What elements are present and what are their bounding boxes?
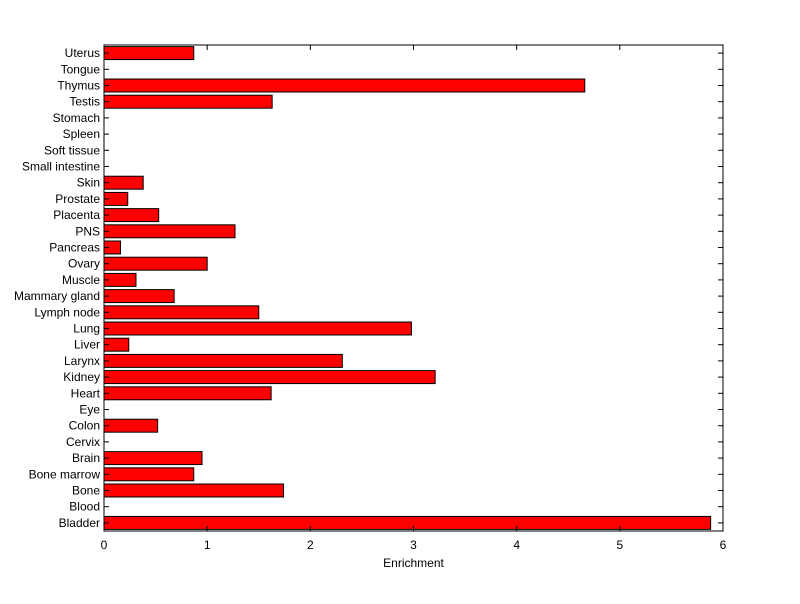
bar-mammary-gland: [103, 289, 175, 304]
bar-skin: [103, 175, 144, 190]
y-tick-label: Larynx: [64, 354, 100, 368]
y-tick-label: Brain: [72, 451, 100, 465]
y-tick-label: Tongue: [61, 62, 101, 76]
y-tick-label: Soft tissue: [44, 143, 100, 157]
y-tick-label: Skin: [77, 176, 100, 190]
bar-larynx: [103, 353, 343, 368]
y-tick-label: PNS: [75, 224, 100, 238]
y-tick-label: Bone: [72, 484, 100, 498]
y-tick-label: Ovary: [68, 257, 100, 271]
x-tick-label: 0: [101, 538, 108, 552]
y-tick-label: Stomach: [53, 111, 100, 125]
bar-pns: [103, 224, 236, 239]
y-tick-label: Lung: [73, 322, 100, 336]
bar-bone-marrow: [103, 467, 195, 482]
bar-lymph-node: [103, 305, 260, 320]
bar-brain: [103, 451, 203, 466]
y-tick-label: Prostate: [55, 192, 100, 206]
plot-frame: [103, 44, 724, 532]
x-tick-label: 1: [204, 538, 211, 552]
y-tick-label: Colon: [69, 419, 100, 433]
y-tick-label: Muscle: [62, 273, 100, 287]
y-tick-label: Blood: [69, 500, 100, 514]
bar-uterus: [103, 46, 195, 61]
y-tick-label: Thymus: [57, 79, 100, 93]
y-tick-label: Lymph node: [34, 305, 100, 319]
y-tick-label: Testis: [69, 95, 100, 109]
y-tick-label: Small intestine: [22, 160, 100, 174]
x-tick-label: 3: [410, 538, 417, 552]
y-tick-label: Bone marrow: [29, 467, 101, 481]
plot-area: [104, 45, 723, 531]
bar-bone: [103, 483, 285, 498]
x-tick-label: 6: [720, 538, 727, 552]
y-tick-label: Pancreas: [49, 241, 100, 255]
y-ticks-group: Uterus Tongue Thymus Testis Stomach Spleen Sof…: [14, 46, 723, 530]
x-tick-label: 5: [616, 538, 623, 552]
x-ticks-group: 0 1 2 3 4 5 6: [101, 45, 727, 552]
y-tick-label: Eye: [79, 403, 100, 417]
bar-testis: [103, 94, 273, 109]
x-tick-label: 4: [513, 538, 520, 552]
y-tick-label: Cervix: [66, 435, 100, 449]
y-tick-label: Mammary gland: [14, 289, 100, 303]
x-tick-label: 2: [307, 538, 314, 552]
bar-lung: [103, 321, 412, 336]
bar-thymus: [103, 78, 586, 93]
y-tick-label: Heart: [71, 386, 101, 400]
y-tick-label: Uterus: [65, 46, 100, 60]
y-tick-label: Kidney: [63, 370, 100, 384]
bar-placenta: [103, 208, 160, 223]
bar-heart: [103, 386, 272, 401]
bar-ovary: [103, 256, 208, 271]
y-tick-label: Placenta: [53, 208, 100, 222]
y-tick-label: Bladder: [59, 516, 100, 530]
bar-colon: [103, 418, 159, 433]
y-tick-label: Liver: [74, 338, 100, 352]
x-axis-label: Enrichment: [383, 556, 444, 570]
y-tick-label: Spleen: [63, 127, 100, 141]
bar-kidney: [103, 370, 436, 385]
